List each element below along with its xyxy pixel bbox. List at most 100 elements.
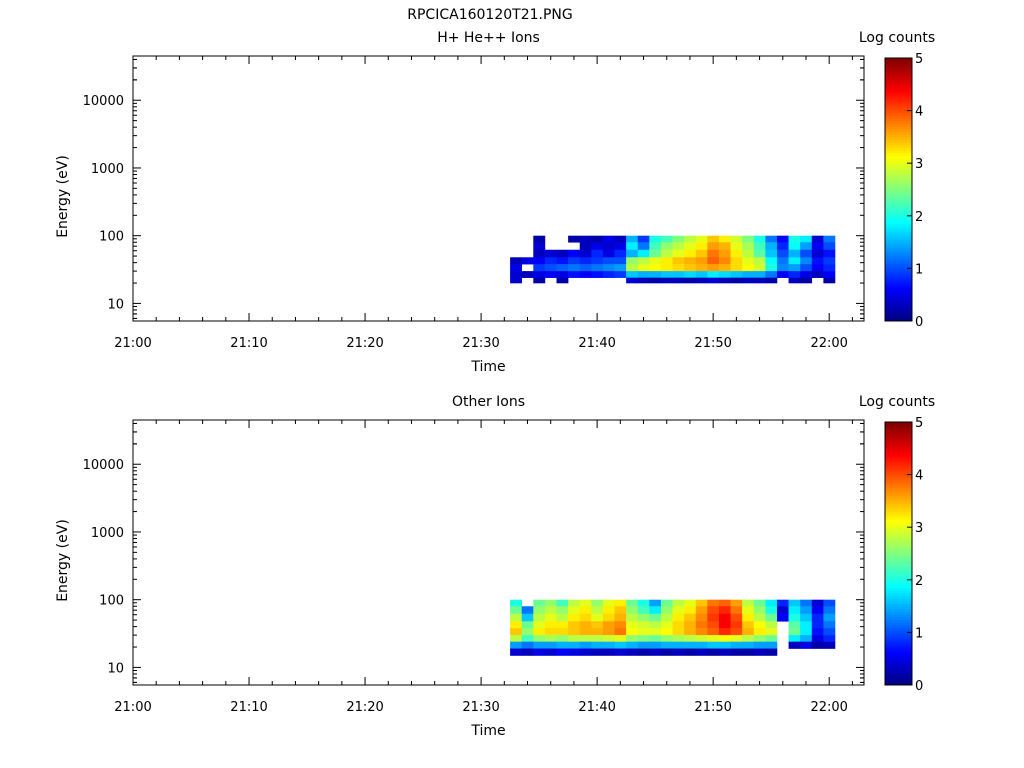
heatmap-cell (753, 621, 766, 629)
figure-title: RPCICA160120T21.PNG (407, 7, 572, 23)
heatmap-cell (660, 271, 673, 278)
heatmap-cell (776, 257, 789, 265)
heatmap-cell (823, 635, 836, 642)
colorbar-swatch (885, 81, 912, 85)
x-tick-label: 21:00 (114, 336, 151, 351)
heatmap-cell (800, 249, 813, 258)
heatmap-cell (660, 641, 673, 649)
heatmap-cell (672, 628, 685, 636)
heatmap-cell (800, 257, 813, 265)
heatmap-cell (811, 235, 824, 243)
heatmap-cell (614, 264, 627, 272)
colorbar-swatch (885, 173, 912, 177)
heatmap-cell (707, 606, 720, 615)
heatmap-cell (649, 606, 662, 615)
heatmap-cell (765, 599, 778, 607)
heatmap-cell (637, 249, 650, 258)
heatmap-cell (614, 635, 627, 642)
colorbar-swatch (885, 529, 912, 533)
heatmap-cell (568, 635, 581, 642)
x-tick-label: 21:30 (462, 336, 499, 351)
colorbar-swatch (885, 118, 912, 122)
heatmap-cell (776, 271, 789, 278)
heatmap-cell (776, 599, 789, 607)
y-tick-label: 100 (99, 230, 124, 245)
heatmap-cell (521, 606, 534, 615)
heatmap-cell (730, 242, 743, 251)
heatmap-cell (602, 242, 615, 251)
heatmap-cell (672, 613, 685, 622)
colorbar-swatch (885, 516, 912, 520)
colorbar-swatch (885, 653, 912, 657)
heatmap-cell (765, 235, 778, 243)
colorbar-swatch (885, 566, 912, 570)
heatmap-cell (672, 257, 685, 265)
colorbar-swatch (885, 432, 912, 436)
heatmap-cell (544, 249, 557, 258)
heatmap-cell (544, 264, 557, 272)
heatmap-cell (672, 606, 685, 615)
heatmap-cell (533, 613, 546, 622)
heatmap-cell (649, 249, 662, 258)
colorbar-label: Log counts (859, 394, 935, 410)
heatmap-cell (765, 264, 778, 272)
colorbar-swatch (885, 493, 912, 497)
heatmap-cell (556, 635, 569, 642)
colorbar-swatch (885, 658, 912, 662)
colorbar-swatch (885, 553, 912, 557)
heatmap-cell (591, 599, 604, 607)
colorbar-tick-label: 0 (915, 315, 923, 330)
heatmap-cell (753, 635, 766, 642)
colorbar-swatch (885, 469, 912, 473)
colorbar-swatch (885, 84, 912, 88)
colorbar-swatch (885, 603, 912, 607)
colorbar-swatch (885, 424, 912, 428)
colorbar-swatch (885, 682, 912, 686)
heatmap-cell (684, 613, 697, 622)
heatmap-cell (521, 641, 534, 649)
colorbar-swatch (885, 231, 912, 235)
heatmap-cell (637, 264, 650, 272)
colorbar-swatch (885, 218, 912, 222)
heatmap-cell (811, 635, 824, 642)
colorbar-swatch (885, 102, 912, 106)
colorbar-swatch (885, 234, 912, 238)
colorbar-swatch (885, 487, 912, 491)
heatmap-cell (684, 606, 697, 615)
heatmap-cell (568, 264, 581, 272)
y-tick-label: 10 (107, 297, 124, 312)
heatmap-cell (730, 621, 743, 629)
heatmap-cell (684, 235, 697, 243)
heatmap-cell (579, 249, 592, 258)
heatmap-cell (649, 635, 662, 642)
heatmap-cell (544, 641, 557, 649)
y-axis-label: Energy (eV) (55, 155, 71, 238)
heatmap-cell (730, 257, 743, 265)
heatmap-cell (637, 599, 650, 607)
heatmap-cell (742, 264, 755, 272)
heatmap-cell (672, 235, 685, 243)
heatmap-cell (765, 648, 778, 656)
x-tick-label: 21:00 (114, 700, 151, 715)
heatmap-cell (823, 621, 836, 629)
colorbar-swatch (885, 474, 912, 478)
heatmap-cell (684, 242, 697, 251)
heatmap-cell (730, 648, 743, 656)
x-tick-label: 21:10 (230, 336, 267, 351)
colorbar-swatch (885, 284, 912, 288)
colorbar-swatch (885, 440, 912, 444)
heatmap-cell (684, 257, 697, 265)
heatmap-cell (544, 648, 557, 656)
heatmap-cell (591, 606, 604, 615)
heatmap-cell (521, 628, 534, 636)
colorbar-swatch (885, 545, 912, 549)
colorbar-swatch (885, 569, 912, 573)
heatmap-cell (718, 277, 731, 284)
heatmap-cell (602, 599, 615, 607)
heatmap-cell (510, 628, 523, 636)
colorbar-swatch (885, 205, 912, 209)
heatmap-cell (695, 621, 708, 629)
colorbar-swatch (885, 564, 912, 568)
heatmap-cell (753, 641, 766, 649)
heatmap-cell (765, 277, 778, 284)
